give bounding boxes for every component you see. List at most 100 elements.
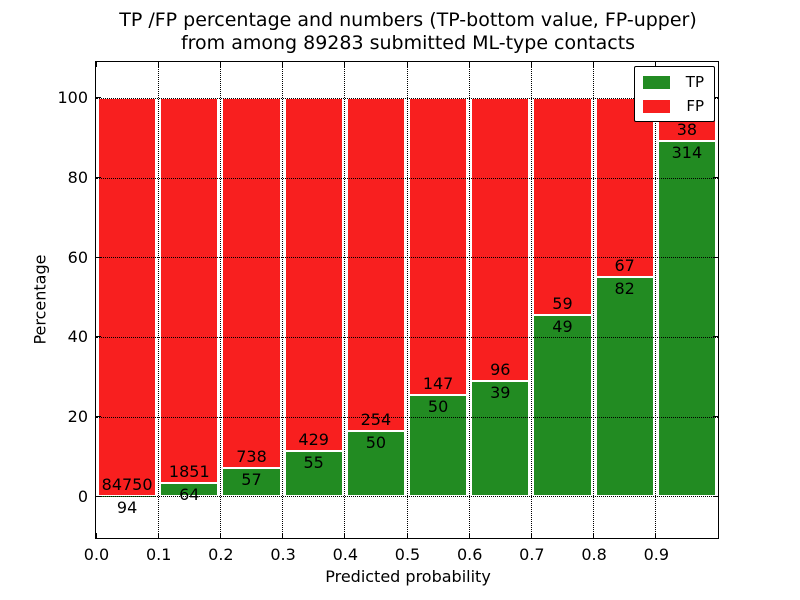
y-tick-mark [96,495,101,497]
x-axis-label: Predicted probability [325,567,491,586]
y-tick-label: 80 [67,168,88,187]
fp-bar-segment [471,97,530,382]
fp-count-label: 1851 [168,461,210,481]
fp-bar-segment [595,97,654,277]
y-tick-mark [713,495,718,497]
tp-bar-segment [657,140,716,497]
x-tick-label: 0.5 [394,545,421,564]
fp-count-label: 67 [614,255,635,275]
x-tick-label: 0.0 [83,545,110,564]
tp-bar-segment [284,450,343,497]
x-tick-mark [344,533,346,538]
fp-bar-segment [284,97,343,451]
fp-count-label: 96 [490,360,511,380]
x-tick-mark [468,62,470,67]
x-gridline [157,62,159,538]
x-tick-label: 0.8 [581,545,607,564]
y-tick-mark [96,177,101,178]
tp-count-label: 314 [671,142,703,162]
y-tick-mark [96,336,101,338]
tp-bar-segment [533,315,592,497]
y-tick-label: 40 [67,327,88,347]
x-tick-mark [530,62,532,67]
tp-legend-swatch [643,75,670,89]
y-tick-label: 20 [67,407,88,426]
tp-count-label: 82 [614,278,635,298]
fp-count-label: 147 [422,374,454,394]
fp-legend-label: FP [686,97,704,115]
x-tick-mark [655,533,657,538]
fp-count-label: 38 [676,119,698,139]
x-tick-label: 0.6 [456,545,483,564]
chart-title-line2: from among 89283 submitted ML-type conta… [180,32,636,54]
x-tick-label: 0.1 [145,545,172,564]
fp-bar-segment [533,97,592,316]
x-gridline [219,62,221,538]
x-tick-mark [157,533,159,538]
tp-count-label: 94 [116,497,138,517]
fp-count-label: 59 [552,294,573,314]
x-tick-mark [282,533,284,538]
y-tick-mark [713,256,718,258]
x-tick-mark [282,62,284,67]
tp-count-label: 50 [365,432,387,452]
x-tick-mark [593,533,595,538]
tp-bar-segment [346,430,405,497]
plot-area: TP FP 84750 94 1851 64 738 57 429 55 254 50 147 50 9… [95,61,719,539]
y-tick-mark [713,97,718,99]
tp-bar-segment [471,381,530,497]
fp-count-label: 738 [236,446,267,466]
x-tick-mark [95,533,97,538]
legend: TP FP [634,66,715,122]
tp-count-label: 50 [427,397,449,417]
x-gridline [655,62,657,538]
x-gridline [406,62,408,538]
x-tick-mark [530,533,532,538]
tp-count-label: 39 [490,383,511,403]
y-tick-mark [713,336,718,338]
fp-bar-segment [98,97,157,496]
y-tick-mark [96,97,101,99]
tp-count-label: 55 [303,452,324,472]
x-tick-mark [593,62,595,67]
x-tick-mark [219,533,221,538]
x-gridline [593,62,595,538]
y-tick-mark [96,256,101,258]
x-gridline [282,62,284,538]
fp-bar-segment [160,97,219,483]
tp-bar-segment [222,467,281,497]
x-gridline [468,62,470,538]
x-tick-mark [406,62,408,67]
fp-bar-segment [222,97,281,468]
chart-title-line1: TP /FP percentage and numbers (TP-bottom… [119,9,697,31]
y-axis-label: Percentage [30,254,50,345]
x-tick-mark [344,62,346,67]
tp-count-label: 64 [179,484,200,504]
y-tick-label: 60 [67,247,88,267]
x-tick-mark [406,533,408,538]
fp-bar-segment [346,97,405,431]
y-tick-mark [713,416,718,417]
tp-bar-segment [595,276,654,497]
tp-bar-segment [160,482,219,497]
tp-count-label: 57 [241,469,262,489]
fp-count-label: 429 [298,429,329,449]
x-tick-label: 0.4 [332,545,359,564]
x-tick-label: 0.3 [270,545,296,564]
fp-count-label: 254 [360,409,392,429]
y-tick-label: 100 [57,88,88,108]
y-tick-mark [96,416,101,417]
x-tick-mark [157,62,159,67]
y-tick-label: 0 [77,486,88,506]
fp-count-label: 84750 [101,474,153,494]
tp-bar-segment [409,395,468,497]
fp-bar-segment [409,97,468,396]
tp-legend-label: TP [685,73,704,91]
x-gridline [530,62,532,538]
x-gridline [344,62,346,538]
chart-title: TP /FP percentage and numbers (TP-bottom… [96,9,720,55]
x-tick-mark [95,62,97,67]
legend-entry-tp: TP [643,73,704,91]
x-tick-label: 0.9 [643,545,670,564]
